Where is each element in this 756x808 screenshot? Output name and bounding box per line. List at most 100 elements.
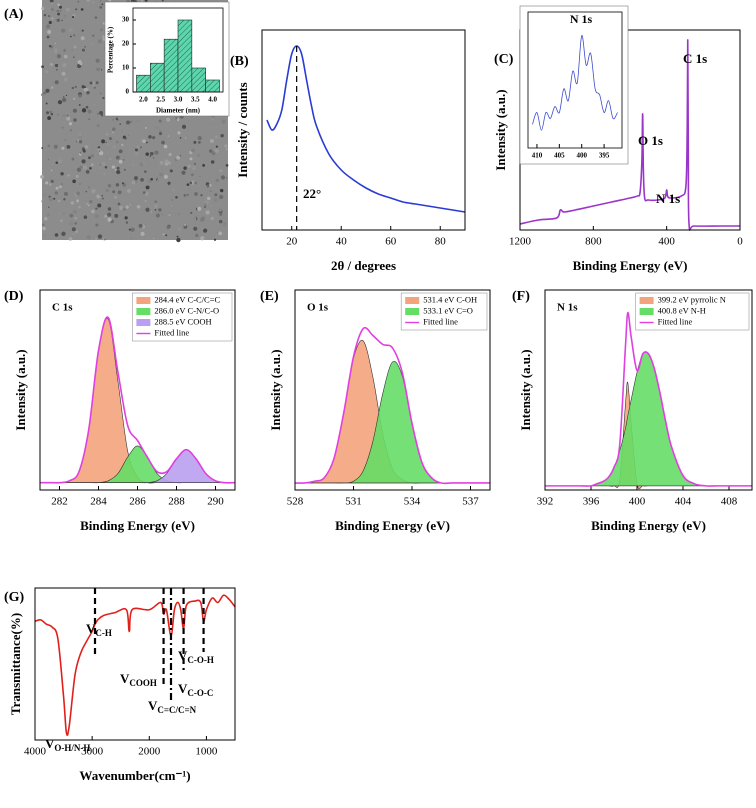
tem-grain [93, 226, 96, 229]
panel-title: O 1s [307, 302, 329, 314]
tem-grain [55, 186, 59, 190]
tem-grain [63, 48, 67, 52]
x-tick-label: 290 [207, 496, 224, 508]
tem-grain [97, 39, 102, 44]
tem-grain [89, 166, 92, 170]
tem-grain [104, 214, 108, 218]
y-tick-label: 10 [122, 64, 130, 72]
tem-grain [183, 166, 187, 170]
tem-grain [80, 36, 85, 41]
tem-grain [176, 118, 180, 122]
tem-grain [184, 223, 187, 227]
tem-grain [130, 227, 135, 232]
tem-grain [71, 15, 75, 19]
tem-grain [193, 140, 197, 144]
tem-grain [220, 133, 224, 138]
x-tick-label: 528 [287, 496, 304, 508]
tem-grain [56, 9, 59, 13]
tem-grain [117, 202, 121, 206]
line [40, 316, 236, 484]
x-tick-label: 396 [583, 496, 600, 508]
tem-grain [65, 94, 68, 96]
tem-grain [167, 135, 170, 138]
tem-grain [144, 200, 147, 202]
panel-label: (C) [494, 52, 514, 67]
tem-grain [63, 198, 66, 201]
line [532, 35, 618, 131]
tem-grain [53, 48, 58, 53]
tem-grain [210, 190, 212, 192]
tem-grain [219, 194, 224, 200]
tem-grain [54, 63, 59, 68]
tem-grain [54, 233, 59, 237]
tem-grain [86, 0, 90, 2]
tem-grain [114, 196, 117, 199]
tem-grain [53, 197, 56, 200]
tem-grain [136, 119, 140, 123]
inset-background [519, 5, 629, 165]
annotation: O 1s [638, 133, 663, 148]
tem-grain [112, 118, 115, 121]
panel-label: (D) [4, 289, 24, 304]
tem-grain [92, 34, 95, 37]
tem-grain [82, 64, 85, 67]
tem-grain [166, 117, 171, 122]
tem-grain [107, 217, 112, 222]
annotation: VC=C/C=N [148, 698, 197, 715]
tem-grain [192, 166, 197, 171]
tem-grain [144, 127, 147, 129]
tem-grain [60, 182, 64, 186]
tem-grain [184, 137, 187, 139]
annotation: C 1s [683, 51, 707, 66]
tem-grain [95, 81, 99, 85]
tem-grain [145, 152, 149, 156]
tem-grain [41, 7, 45, 11]
legend-label: 399.2 eV pyrrolic N [658, 294, 726, 304]
annotation-text: V [86, 621, 96, 636]
tem-grain [43, 193, 47, 197]
tem-grain [49, 183, 52, 186]
x-tick-label: 392 [537, 496, 554, 508]
tem-grain [81, 29, 84, 32]
tem-grain [96, 123, 100, 128]
tem-grain [189, 157, 193, 161]
tem-grain [218, 208, 223, 212]
x-tick-label: 395 [599, 152, 610, 160]
tem-grain [108, 0, 112, 2]
tem-grain [193, 226, 198, 231]
tem-grain [91, 209, 95, 214]
tem-grain [158, 119, 162, 123]
tem-grain [159, 160, 164, 165]
tem-grain [99, 6, 103, 9]
bar [163, 38, 179, 93]
tem-grain [95, 58, 100, 63]
tem-grain [109, 157, 112, 161]
tem-grain [79, 62, 83, 66]
bar [177, 19, 193, 93]
tem-grain [63, 54, 68, 59]
x-tick-label: 1000 [195, 746, 218, 758]
tem-grain [70, 35, 72, 38]
bar [136, 74, 151, 93]
tem-grain [124, 216, 128, 220]
tem-grain [144, 0, 148, 2]
x-tick-label: 282 [51, 496, 68, 508]
tem-grain [102, 35, 106, 39]
tem-grain [55, 68, 58, 71]
annotation: 22° [303, 186, 321, 201]
tem-grain [114, 168, 117, 171]
tem-grain [132, 164, 135, 166]
tem-grain [186, 193, 189, 196]
tem-grain [60, 172, 64, 176]
tem-grain [105, 141, 107, 144]
tem-grain [79, 183, 81, 185]
y-axis-label: Intensity (a.u.) [13, 349, 28, 430]
tem-grain [41, 199, 45, 203]
tem-grain [71, 49, 73, 51]
tem-grain [49, 110, 53, 114]
tem-grain [103, 172, 106, 176]
plot-frame [527, 11, 623, 149]
tem-grain [69, 213, 74, 218]
tem-grain [144, 191, 149, 196]
tem-grain [101, 197, 105, 200]
